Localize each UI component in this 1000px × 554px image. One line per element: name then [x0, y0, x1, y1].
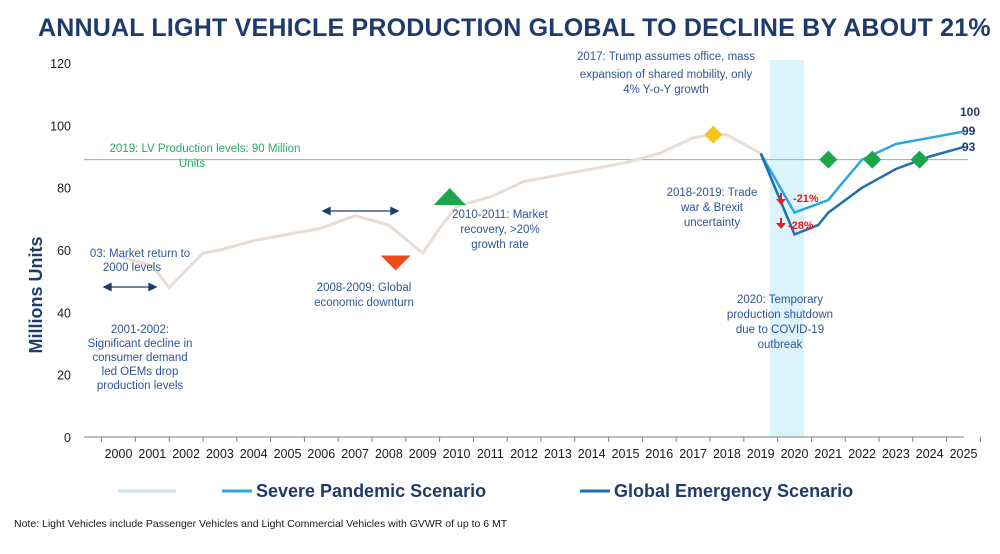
event-markers: [380, 125, 929, 271]
up-marker: [433, 188, 466, 206]
end-label-severe-peak: 100: [960, 105, 980, 119]
x-tick-label: 2000: [105, 447, 133, 461]
x-tick-label: 2007: [341, 447, 369, 461]
annotation-2018-line2: war & Brexit: [680, 202, 744, 214]
x-tick-label: 2024: [916, 447, 944, 461]
historical-production-line: [118, 133, 762, 290]
decline-arrow-emergency: [776, 218, 786, 229]
diamond-marker: [819, 150, 838, 169]
y-axis-label: Millions Units: [26, 237, 46, 354]
legend: Severe Pandemic Scenario Global Emergenc…: [118, 481, 853, 501]
x-tick-label: 2020: [781, 447, 809, 461]
decline-arrow-severe: [776, 193, 786, 205]
x-tick-label: 2005: [274, 447, 302, 461]
end-label-emergency: 93: [962, 140, 976, 154]
x-tick-label: 2021: [814, 447, 842, 461]
diamond-marker: [704, 125, 723, 144]
x-axis-ticks: 2000 2001 2002 2003 2004 2005 2006 2007 2008 2009…: [101, 437, 981, 461]
severe-pandemic-line: [759, 130, 964, 215]
x-tick-label: 2004: [240, 447, 268, 461]
annotation-2001-line1: 2001-2002:: [111, 324, 169, 336]
annotation-2010-line1: 2010-2011: Market: [452, 209, 548, 221]
annotation-2001-line3: consumer demand: [92, 352, 187, 364]
annotation-2003-line1: 03: Market return to: [90, 248, 190, 260]
annotation-2010-line2: recovery, >20%: [460, 224, 539, 236]
legend-label-emergency: Global Emergency Scenario: [614, 481, 853, 501]
period-arrow-2008: [321, 206, 400, 216]
annotation-2008-line1: 2008-2009: Global: [317, 282, 412, 294]
annotation-2008-line2: economic downturn: [314, 297, 414, 309]
x-tick-label: 2015: [612, 447, 640, 461]
x-tick-label: 2016: [645, 447, 673, 461]
diamond-marker: [863, 150, 882, 169]
annotation-2018-line1: 2018-2019: Trade: [667, 187, 758, 199]
page-title: ANNUAL LIGHT VEHICLE PRODUCTION GLOBAL T…: [38, 14, 991, 42]
x-tick-label: 2011: [477, 447, 504, 461]
annotation-2010-line3: growth rate: [471, 239, 529, 251]
period-arrow-2001: [102, 282, 158, 292]
annotation-2020-line4: outbreak: [758, 339, 803, 351]
annotation-2017-line3: 4% Y-o-Y growth: [623, 84, 708, 96]
footnote: Note: Light Vehicles include Passenger V…: [14, 518, 508, 530]
y-tick-label: 120: [50, 57, 71, 71]
x-tick-label: 2023: [882, 447, 910, 461]
down-marker: [380, 255, 411, 271]
annotation-2018-line3: uncertainty: [684, 217, 741, 229]
x-tick-label: 2001: [138, 447, 166, 461]
end-label-severe: 99: [962, 124, 976, 138]
reference-label-line2: Units: [179, 158, 205, 170]
annotation-2001-line5: production levels: [97, 380, 184, 392]
y-axis-ticks: 0 20 40 60 80 100 120: [50, 57, 71, 445]
x-tick-label: 2008: [375, 447, 403, 461]
annotation-2017-line1: 2017: Trump assumes office, mass: [577, 51, 755, 63]
x-tick-label: 2013: [544, 447, 572, 461]
annotation-2020-line1: 2020: Temporary: [737, 294, 823, 306]
y-tick-label: 40: [57, 306, 71, 320]
x-tick-label: 2006: [307, 447, 335, 461]
legend-label-severe: Severe Pandemic Scenario: [256, 481, 486, 501]
x-tick-label: 2009: [409, 447, 437, 461]
covid-highlight-band: [770, 60, 804, 437]
x-tick-label: 2003: [206, 447, 234, 461]
annotation-2017-line2: expansion of shared mobility, only: [580, 69, 753, 81]
diamond-marker: [910, 150, 929, 169]
y-tick-label: 100: [50, 119, 71, 133]
annotation-2020-line2: production shutdown: [727, 309, 833, 321]
decline-label-emergency: -28%: [788, 220, 814, 232]
x-tick-label: 2014: [578, 447, 606, 461]
annotation-2003-line2: 2000 levels: [103, 262, 161, 274]
annotation-2020-line3: due to COVID-19: [736, 324, 824, 336]
y-tick-label: 80: [57, 182, 71, 196]
x-tick-label: 2019: [747, 447, 775, 461]
y-tick-label: 20: [57, 369, 71, 383]
reference-label-line1: 2019: LV Production levels: 90 Million: [110, 143, 301, 155]
x-tick-label: 2018: [713, 447, 741, 461]
x-tick-label: 2017: [679, 447, 707, 461]
x-tick-label: 2025: [950, 447, 978, 461]
x-tick-label: 2010: [443, 447, 471, 461]
decline-label-severe: -21%: [793, 193, 819, 205]
x-tick-label: 2002: [172, 447, 200, 461]
x-tick-label: 2022: [848, 447, 876, 461]
y-tick-label: 0: [64, 431, 71, 445]
annotation-2001-line4: led OEMs drop: [102, 366, 179, 378]
x-tick-label: 2012: [510, 447, 538, 461]
y-tick-label: 60: [57, 244, 71, 258]
annotation-2001-line2: Significant decline in: [88, 338, 193, 350]
